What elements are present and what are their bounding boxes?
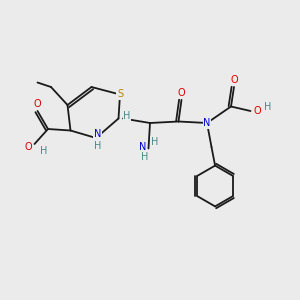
Text: O: O [24,142,32,152]
Text: N: N [94,129,101,139]
Text: H: H [264,102,271,112]
Text: O: O [253,106,261,116]
Text: H: H [40,146,47,156]
Text: S: S [117,89,123,100]
Text: O: O [230,75,238,85]
Text: O: O [34,99,41,110]
Text: N: N [140,142,147,152]
Text: H: H [151,137,158,147]
Text: H: H [94,141,101,152]
Text: H: H [141,152,148,163]
Text: N: N [203,118,211,128]
Text: H: H [123,110,130,121]
Text: O: O [178,88,185,98]
